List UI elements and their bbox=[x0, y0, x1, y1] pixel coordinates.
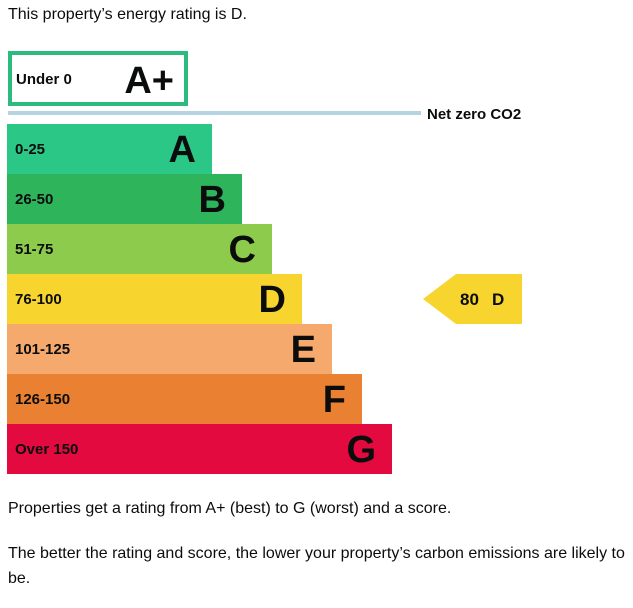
intro-text: This property’s energy rating is D. bbox=[8, 6, 247, 23]
band-a-letter: A bbox=[169, 129, 196, 171]
net-zero-label: Net zero CO2 bbox=[427, 106, 521, 123]
band-d-bar bbox=[7, 274, 302, 324]
band-d-range: 76-100 bbox=[15, 291, 62, 308]
emissions-explanation: The better the rating and score, the low… bbox=[8, 545, 625, 587]
band-a-plus-letter: A+ bbox=[124, 60, 174, 102]
band-f-range: 126-150 bbox=[15, 391, 70, 408]
band-b-letter: B bbox=[199, 179, 226, 221]
band-f-letter: F bbox=[323, 379, 346, 421]
band-a-plus-box bbox=[8, 51, 188, 106]
band-c-bar bbox=[7, 224, 272, 274]
current-rating-score: 80 bbox=[460, 290, 479, 309]
band-e-letter: E bbox=[291, 329, 316, 371]
band-g-letter: G bbox=[346, 429, 376, 471]
rating-explanation: Properties get a rating from A+ (best) t… bbox=[8, 500, 452, 517]
band-d-letter: D bbox=[259, 279, 286, 321]
current-rating-arrow bbox=[423, 274, 522, 324]
energy-rating-chart: Under 0 A+ Net zero CO2 0-25 A 26-50 B 51-75… bbox=[7, 51, 522, 474]
band-g-bar bbox=[7, 424, 392, 474]
band-e-range: 101-125 bbox=[15, 341, 70, 358]
band-e-bar bbox=[7, 324, 332, 374]
band-c-range: 51-75 bbox=[15, 241, 53, 258]
current-rating-marker: 80 D bbox=[423, 274, 522, 324]
band-a-plus: Under 0 A+ bbox=[8, 51, 188, 106]
band-b-bar bbox=[7, 174, 242, 224]
rating-bands: 0-25 A 26-50 B 51-75 C 76-100 D 101-125 E 126-150 F… bbox=[7, 124, 392, 474]
band-f-bar bbox=[7, 374, 362, 424]
band-b-range: 26-50 bbox=[15, 191, 53, 208]
band-c-letter: C bbox=[229, 229, 256, 271]
current-rating-letter: D bbox=[492, 290, 504, 309]
band-a-range: 0-25 bbox=[15, 141, 45, 158]
band-g-range: Over 150 bbox=[15, 441, 78, 458]
band-a-plus-range: Under 0 bbox=[16, 71, 72, 88]
band-a-bar bbox=[7, 124, 212, 174]
